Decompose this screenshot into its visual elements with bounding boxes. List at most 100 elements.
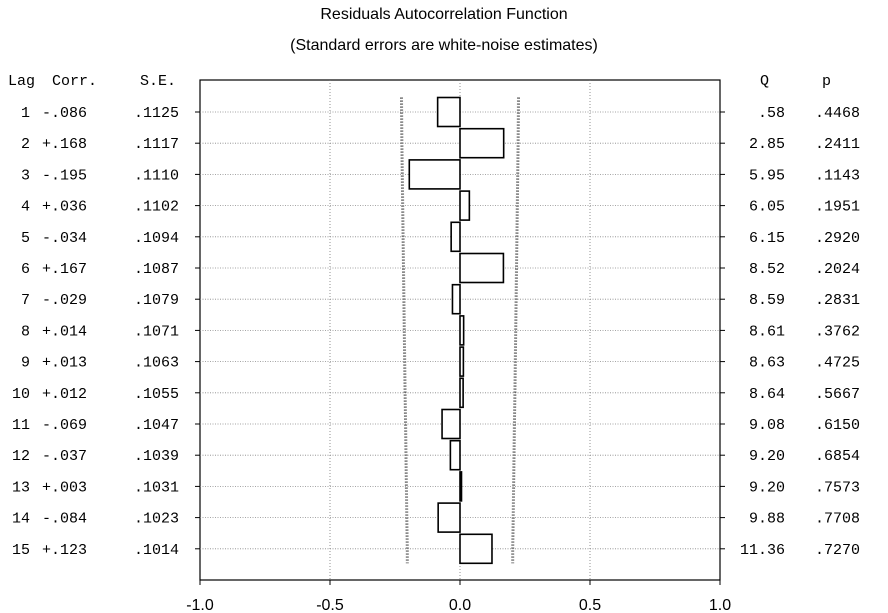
corr-value: +.036 (42, 199, 87, 216)
acf-bar (459, 533, 493, 565)
q-value: 9.88 (749, 511, 785, 528)
x-tick-label: 1.0 (709, 597, 731, 613)
se-value: .1071 (134, 323, 179, 340)
p-value: .1143 (815, 167, 860, 184)
corr-value: -.069 (42, 417, 87, 434)
p-value: .6150 (815, 417, 860, 434)
se-value: .1125 (134, 105, 179, 122)
corr-value: +.168 (42, 136, 87, 153)
q-value: 8.59 (749, 292, 785, 309)
chart-subtitle: (Standard errors are white-noise estimat… (290, 37, 598, 54)
se-value: .1023 (134, 511, 179, 528)
corr-value: -.037 (42, 448, 87, 465)
corr-value: +.013 (42, 355, 87, 372)
corr-value: -.084 (42, 511, 87, 528)
x-tick-label: 0.5 (579, 597, 601, 613)
se-value: .1039 (134, 448, 179, 465)
header-se: S.E. (140, 73, 176, 90)
p-value: .3762 (815, 323, 860, 340)
p-value: .2024 (815, 261, 860, 278)
acf-bar (408, 159, 461, 190)
lag-value: 15 (12, 542, 30, 559)
corr-value: +.123 (42, 542, 87, 559)
acf-bar (441, 408, 461, 440)
header-q: Q (760, 73, 769, 90)
p-value: .7573 (815, 479, 860, 496)
p-value: .4468 (815, 105, 860, 122)
q-value: 8.61 (749, 323, 785, 340)
lag-value: 14 (12, 511, 30, 528)
acf-bar (459, 377, 464, 409)
q-value: 9.20 (749, 448, 785, 465)
q-value: 6.05 (749, 199, 785, 216)
corr-value: +.012 (42, 386, 87, 403)
p-value: .2411 (815, 136, 860, 153)
corr-value: -.086 (42, 105, 87, 122)
se-value: .1079 (134, 292, 179, 309)
header-lag: Lag (8, 73, 35, 90)
se-value: .1094 (134, 230, 179, 247)
p-value: .7708 (815, 511, 860, 528)
corr-value: -.029 (42, 292, 87, 309)
acf-bar (459, 346, 465, 377)
corr-value: -.034 (42, 230, 87, 247)
lower-confidence-limit (400, 97, 409, 564)
corr-value: +.014 (42, 323, 87, 340)
se-value: .1031 (134, 479, 179, 496)
header-corr: Corr. (52, 73, 97, 90)
se-value: .1117 (134, 136, 179, 153)
x-tick-label: -0.5 (316, 597, 344, 613)
acf-bar (459, 190, 471, 221)
corr-value: +.167 (42, 261, 87, 278)
lag-value: 11 (12, 417, 30, 434)
acf-bar (459, 315, 465, 346)
acf-bar (436, 96, 461, 128)
p-value: .2831 (815, 292, 860, 309)
q-value: 5.95 (749, 167, 785, 184)
acf-bar (451, 283, 461, 315)
lag-value: 13 (12, 479, 30, 496)
lag-value: 2 (21, 136, 30, 153)
se-value: .1102 (134, 199, 179, 216)
lag-value: 9 (21, 355, 30, 372)
x-tick-label: -1.0 (186, 597, 214, 613)
chart-title: Residuals Autocorrelation Function (320, 6, 568, 23)
se-value: .1047 (134, 417, 179, 434)
corr-value: -.195 (42, 167, 87, 184)
acf-bar (449, 439, 461, 471)
p-value: .6854 (815, 448, 860, 465)
q-value: 2.85 (749, 136, 785, 153)
header-p: p (822, 73, 831, 90)
lag-value: 8 (21, 323, 30, 340)
q-value: 8.64 (749, 386, 785, 403)
lag-value: 12 (12, 448, 30, 465)
q-value: 8.63 (749, 355, 785, 372)
x-tick-label: 0.0 (449, 597, 471, 613)
q-value: 9.20 (749, 479, 785, 496)
se-value: .1110 (134, 167, 179, 184)
acf-bar (450, 221, 461, 253)
lag-value: 4 (21, 199, 30, 216)
p-value: .2920 (815, 230, 860, 247)
q-value: 9.08 (749, 417, 785, 434)
se-value: .1014 (134, 542, 179, 559)
p-value: .7270 (815, 542, 860, 559)
q-value: 8.52 (749, 261, 785, 278)
acf-bar (459, 471, 463, 502)
q-value: 6.15 (749, 230, 785, 247)
se-value: .1087 (134, 261, 179, 278)
se-value: .1063 (134, 355, 179, 372)
q-value: 11.36 (740, 542, 785, 559)
lag-value: 6 (21, 261, 30, 278)
acf-bar (437, 502, 461, 533)
p-value: .5667 (815, 386, 860, 403)
p-value: .1951 (815, 199, 860, 216)
lag-value: 5 (21, 230, 30, 247)
lag-value: 10 (12, 386, 30, 403)
se-value: .1055 (134, 386, 179, 403)
lag-value: 7 (21, 292, 30, 309)
p-value: .4725 (815, 355, 860, 372)
lag-value: 3 (21, 167, 30, 184)
acf-bar (459, 127, 505, 159)
